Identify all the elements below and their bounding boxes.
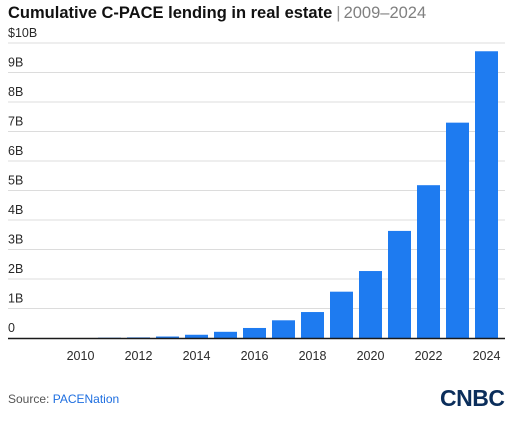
cnbc-logo: CNBC [440,385,505,411]
y-tick-label: 7B [8,115,23,129]
y-tick-label: 9B [8,56,23,70]
y-tick-label: 2B [8,262,23,276]
bar-2019 [330,291,353,338]
source-label: Source: [8,392,50,406]
y-tick-label: $10B [8,26,37,40]
bar-2015 [214,331,237,338]
bar-2022 [417,185,440,338]
x-tick-label: 2024 [473,349,501,363]
bar-2021 [388,230,411,338]
bar-2016 [243,327,266,338]
bar-2024 [475,51,498,338]
x-tick-label: 2016 [241,349,269,363]
chart-subtitle-range: 2009–2024 [343,4,427,22]
chart-title: Cumulative C-PACE lending in real estate [8,4,333,22]
x-tick-label: 2014 [183,349,211,363]
bar-2020 [359,271,382,338]
x-tick-label: 2022 [415,349,443,363]
y-tick-label: 1B [8,292,23,306]
bar-2012 [127,337,150,338]
bar-2023 [446,122,469,339]
y-tick-label: 4B [8,203,23,217]
title-separator: | [336,4,341,22]
y-tick-label: 3B [8,233,23,247]
bar-2018 [301,312,324,338]
x-tick-label: 2010 [67,349,95,363]
y-tick-label: 8B [8,85,23,99]
x-tick-label: 2020 [357,349,385,363]
source-link[interactable]: PACENation [52,392,120,406]
bar-2013 [156,336,179,338]
bar-2017 [272,320,295,338]
bar-2014 [185,334,208,338]
y-tick-label: 5B [8,174,23,188]
x-tick-label: 2018 [299,349,327,363]
y-tick-label: 6B [8,144,23,158]
x-tick-label: 2012 [125,349,153,363]
chart-title-row: Cumulative C-PACE lending in real estate… [8,3,426,23]
y-tick-label: 0 [8,321,15,335]
source-note: Source: PACENation [8,392,119,406]
